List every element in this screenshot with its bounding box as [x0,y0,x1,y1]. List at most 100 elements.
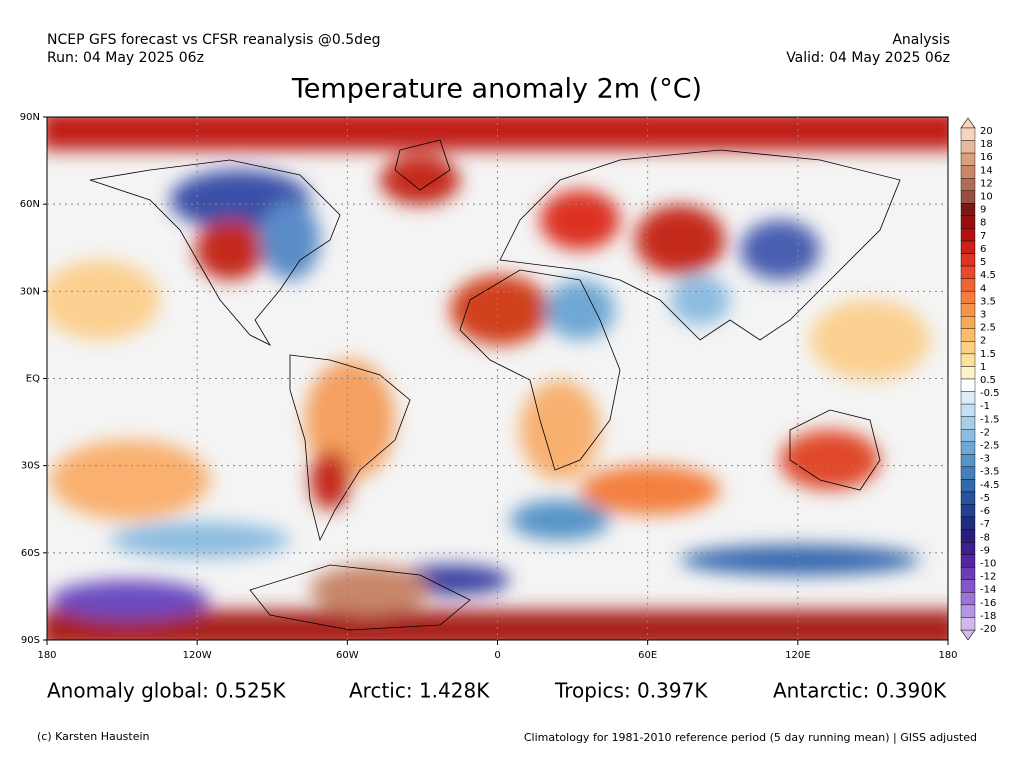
lon-label: 0 [494,650,500,661]
colorbar-box [960,516,976,530]
colorbar-label: 16 [980,152,993,163]
colorbar-label: 7 [980,231,986,242]
colorbar-box [960,190,976,204]
colorbar-box [960,215,976,229]
colorbar-label: -10 [980,558,996,569]
lon-label: 60W [336,650,359,661]
lon-label: 120E [785,650,810,661]
colorbar-label: 20 [980,126,993,137]
colorbar-box [960,592,976,606]
colorbar-box [960,278,976,292]
lon-label: 120W [183,650,212,661]
colorbar-box [960,429,976,442]
lat-label: EQ [26,374,40,385]
colorbar-label: 12 [980,178,993,189]
colorbar-box [960,228,976,242]
anomaly-field [47,117,948,640]
lat-label: 60N [20,199,40,210]
colorbar-box [960,290,976,304]
colorbar-box [960,391,976,405]
colorbar-box [960,140,976,154]
colorbar-label: -14 [980,585,996,596]
colorbar-box [960,177,976,191]
colorbar-label: 10 [980,192,993,203]
colorbar-label: -7 [980,519,990,530]
colorbar-label: 3.5 [980,296,996,307]
colorbar-box [960,529,976,543]
colorbar-box [960,454,976,468]
colorbar-label: 6 [980,244,986,255]
colorbar-label: 14 [980,165,993,176]
colorbar-box [960,567,976,581]
colorbar-box [960,554,976,568]
stat-global: Anomaly global: 0.525K [47,679,286,703]
colorbar-label: -1.5 [980,414,1000,425]
stat-antarctic: Antarctic: 0.390K [773,679,947,703]
colorbar-bottom-arrow [960,629,976,641]
stat-arctic: Arctic: 1.428K [349,679,490,703]
colorbar-label: -18 [980,611,996,622]
colorbar-label: -6 [980,506,990,517]
colorbar-label: 4 [980,283,986,294]
colorbar-box [960,579,976,593]
colorbar-label: 18 [980,139,993,150]
colorbar-box [960,416,976,430]
colorbar-box [960,403,976,417]
colorbar-label: -3 [980,454,990,465]
colorbar-box [960,328,976,342]
anomaly-blobs [47,117,948,640]
lon-label: 60E [638,650,657,661]
colorbar-label: -5 [980,493,990,504]
colorbar-box [960,466,976,480]
colorbar-label: 3 [980,309,986,320]
colorbar-label: -1 [980,401,990,412]
colorbar-box [960,316,976,330]
colorbar-label: -2 [980,427,990,438]
title: Temperature anomaly 2m (°C) [291,74,702,105]
footer-right: Climatology for 1981-2010 reference peri… [524,731,977,744]
header-right-line2: Valid: 04 May 2025 06z [786,50,950,66]
header-right-line1: Analysis [892,32,950,48]
lat-label: 60S [21,548,40,559]
colorbar-label: 8 [980,218,986,229]
colorbar-label: -8 [980,532,990,543]
lon-label: 180 [938,650,957,661]
colorbar-label: -4.5 [980,480,1000,491]
colorbar-label: 2 [980,336,986,347]
stat-tropics: Tropics: 0.397K [554,679,708,703]
colorbar-label: -2.5 [980,441,1000,452]
colorbar-box [960,303,976,317]
lat-label: 30S [21,461,40,472]
colorbar-label: 2.5 [980,323,996,334]
colorbar-box [960,604,976,618]
colorbar-box [960,203,976,217]
colorbar-box [960,366,976,380]
colorbar-box [960,541,976,555]
colorbar-label: 9 [980,205,986,216]
colorbar-label: 1 [980,362,986,373]
colorbar-label: -3.5 [980,467,1000,478]
colorbar-label: -16 [980,598,996,609]
colorbar-box [960,378,976,392]
colorbar-box [960,441,976,455]
colorbar-label: -20 [980,624,996,635]
lat-label: 30N [20,286,40,297]
lat-label: 90S [21,635,40,646]
lon-label: 180 [37,650,56,661]
header-left-line1: NCEP GFS forecast vs CFSR reanalysis @0.… [47,32,381,48]
colorbar-box [960,253,976,267]
colorbar-label: -0.5 [980,388,1000,399]
colorbar-label: 0.5 [980,375,996,386]
colorbar-box [960,504,976,518]
colorbar-box [960,479,976,493]
colorbar-box [960,617,976,631]
colorbar-top-arrow [960,117,976,129]
colorbar-label: 1.5 [980,349,996,360]
colorbar-box [960,341,976,355]
lat-label: 90N [20,112,40,123]
colorbar-box [960,127,976,141]
colorbar-box [960,240,976,254]
colorbar-box [960,165,976,179]
